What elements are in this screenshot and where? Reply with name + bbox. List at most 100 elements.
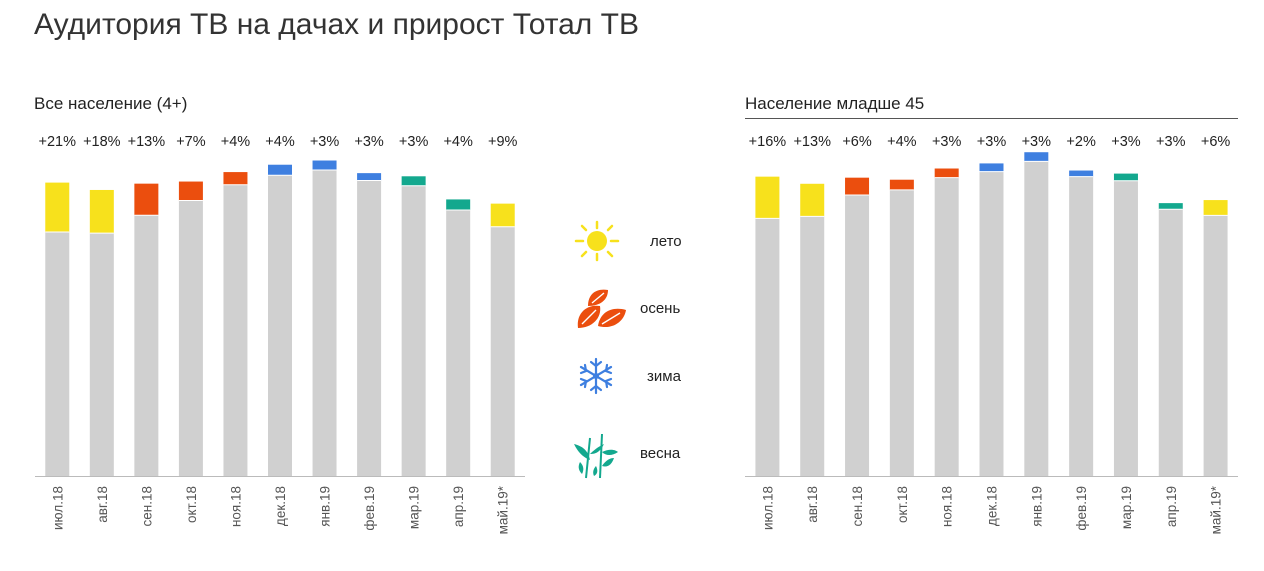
right-growth-label: +2%: [1066, 134, 1096, 150]
right-growth-label: +3%: [977, 134, 1007, 150]
left-bar-increment: [223, 172, 248, 185]
right-growth-label: +3%: [1156, 134, 1186, 150]
autumn-leaves-icon: [577, 289, 626, 328]
spring-sprout-icon: [574, 433, 618, 479]
right-bar-base: [755, 218, 780, 476]
right-growth-label: +4%: [887, 134, 917, 150]
legend-label-osen: осень: [640, 300, 681, 317]
legend-item-leto: лето: [570, 216, 690, 266]
right-bar-base: [1024, 161, 1049, 476]
left-bar-increment: [357, 173, 382, 181]
right-category-label: июл.18: [760, 486, 775, 530]
right-growth-label: +3%: [1111, 134, 1141, 150]
right-bar-base: [1069, 176, 1094, 476]
right-category-label: авг.18: [805, 486, 820, 523]
left-growth-label: +7%: [176, 134, 206, 150]
left-category-label: апр.19: [451, 486, 466, 527]
left-growth-label: +9%: [488, 134, 518, 150]
right-growth-label: +16%: [749, 134, 787, 150]
left-bar-base: [134, 215, 159, 476]
right-chart-subtitle: Население младше 45: [745, 94, 925, 113]
right-bar-increment: [755, 176, 780, 219]
right-category-label: ноя.18: [940, 486, 955, 527]
left-bar-increment: [89, 189, 114, 234]
page-title: Аудитория ТВ на дачах и прирост Тотал ТВ: [34, 8, 639, 41]
left-bar-chart: +21% июл.18 +18% авг.18 +13% сен.18 +7% окт.18 +…: [35, 134, 525, 534]
left-growth-label: +13%: [128, 134, 166, 150]
left-bar-base: [490, 226, 515, 476]
left-category-label: янв.19: [318, 486, 333, 527]
right-growth-label: +13%: [793, 134, 831, 150]
left-category-label: окт.18: [184, 486, 199, 523]
left-chart-subtitle: Все население (4+): [34, 94, 188, 113]
right-bar-increment: [800, 183, 825, 217]
left-growth-label: +18%: [83, 134, 121, 150]
left-category-label: авг.18: [95, 486, 110, 523]
left-category-label: июл.18: [50, 486, 65, 530]
left-growth-label: +4%: [265, 134, 295, 150]
left-bar-base: [446, 209, 471, 476]
left-category-label: дек.18: [273, 486, 288, 526]
legend-item-vesna: весна: [570, 428, 690, 480]
right-bar-base: [1113, 180, 1138, 476]
left-bar-base: [223, 184, 248, 476]
right-bar-increment: [889, 179, 914, 190]
left-bar-base: [268, 175, 292, 476]
right-category-label: сен.18: [850, 486, 865, 526]
left-bar-base: [89, 233, 114, 476]
right-bar-increment: [1069, 170, 1094, 177]
right-category-label: янв.19: [1029, 486, 1044, 527]
right-bar-increment: [1113, 173, 1138, 181]
left-bar-increment: [45, 182, 70, 233]
right-bar-increment: [1203, 200, 1228, 216]
left-growth-label: +3%: [399, 134, 429, 150]
right-bar-base: [1158, 209, 1183, 476]
left-growth-label: +21%: [39, 134, 77, 150]
right-bar-increment: [934, 168, 959, 178]
left-category-label: май.19*: [496, 485, 511, 534]
left-bar-base: [357, 180, 382, 477]
left-category-label: ноя.18: [228, 486, 243, 527]
right-subtitle-rule: [745, 118, 1238, 119]
left-bar-increment: [490, 203, 515, 227]
right-bar-base: [800, 216, 825, 476]
right-category-label: дек.18: [985, 486, 1000, 526]
right-category-label: окт.18: [895, 486, 910, 523]
snowflake-icon: [579, 357, 613, 395]
right-category-label: апр.19: [1164, 486, 1179, 527]
left-bar-increment: [312, 160, 337, 170]
legend-item-osen: осень: [570, 284, 690, 334]
right-bar-increment: [1158, 203, 1183, 210]
right-bar-base: [845, 194, 870, 476]
left-bar-base: [312, 169, 337, 476]
legend-label-vesna: весна: [640, 445, 681, 462]
left-bar-increment: [134, 183, 159, 216]
legend-label-leto: лето: [650, 233, 682, 250]
right-category-label: май.19*: [1209, 485, 1224, 534]
right-bar-increment: [845, 177, 870, 195]
left-bar-increment: [268, 164, 292, 176]
right-category-label: фев.19: [1074, 486, 1089, 531]
left-bar-increment: [178, 181, 203, 201]
right-bar-base: [979, 171, 1004, 476]
right-bar-base: [889, 189, 914, 476]
left-bar-base: [45, 232, 70, 476]
right-bar-increment: [1024, 152, 1049, 162]
left-growth-label: +3%: [310, 134, 340, 150]
sun-icon: [574, 220, 620, 262]
left-category-label: фев.19: [362, 486, 377, 531]
left-bar-increment: [401, 176, 426, 186]
left-growth-label: +4%: [443, 134, 473, 150]
right-bar-increment: [979, 163, 1004, 172]
right-growth-label: +6%: [1201, 134, 1231, 150]
left-bar-increment: [446, 199, 471, 210]
left-growth-label: +3%: [354, 134, 384, 150]
legend-item-zima: зима: [570, 352, 690, 402]
left-bar-base: [401, 185, 426, 477]
left-category-label: мар.19: [407, 486, 422, 529]
right-growth-label: +3%: [932, 134, 962, 150]
right-category-label: мар.19: [1119, 486, 1134, 529]
left-bar-base: [178, 200, 203, 476]
right-bar-base: [1203, 215, 1228, 476]
